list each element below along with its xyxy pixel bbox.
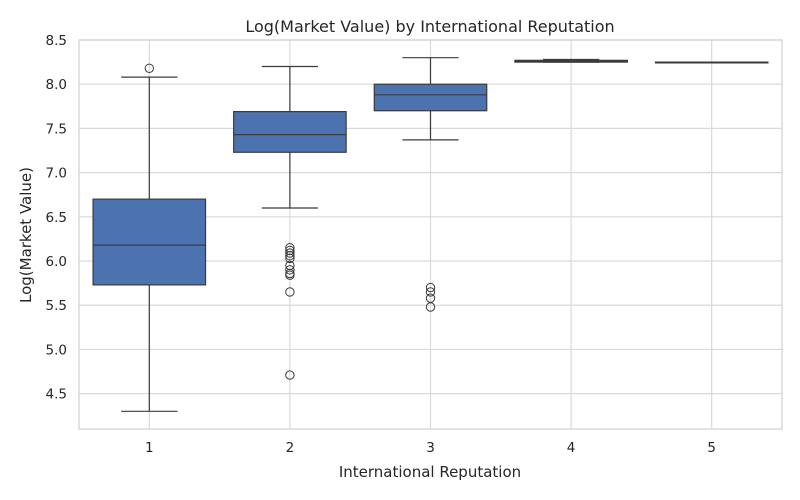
y-tick-label: 8.0 bbox=[46, 77, 67, 93]
y-tick-label: 8.5 bbox=[46, 33, 67, 49]
outlier-point bbox=[285, 248, 295, 258]
chart-title: Log(Market Value) by International Reput… bbox=[245, 17, 614, 36]
box-series bbox=[92, 57, 769, 412]
outlier-point bbox=[285, 270, 295, 280]
x-tick-label: 5 bbox=[707, 440, 716, 456]
outlier-point bbox=[425, 302, 436, 312]
outlier-point bbox=[285, 287, 295, 297]
x-axis-label: International Reputation bbox=[339, 463, 521, 481]
outlier-point bbox=[144, 63, 155, 73]
outlier-point bbox=[285, 265, 295, 275]
outlier-point bbox=[425, 287, 436, 297]
x-tick-label: 1 bbox=[145, 440, 154, 456]
y-axis-ticks: 4.5 5.0 5.5 6.0 6.5 7.0 7.5 8.0 8.5 bbox=[46, 33, 67, 403]
outlier-point bbox=[425, 282, 436, 293]
y-axis-label: Log(Market Value) bbox=[17, 167, 35, 303]
x-tick-label: 4 bbox=[567, 440, 576, 456]
y-tick-label: 6.0 bbox=[46, 254, 67, 270]
box-iqr bbox=[92, 198, 207, 286]
x-tick-label: 2 bbox=[286, 440, 295, 456]
box-group-3 bbox=[373, 57, 488, 312]
outlier-point bbox=[285, 251, 295, 261]
plot-frame bbox=[78, 39, 783, 430]
y-tick-label: 7.5 bbox=[46, 121, 67, 137]
box-iqr bbox=[373, 83, 488, 112]
y-tick-label: 6.5 bbox=[46, 210, 67, 226]
outlier-point bbox=[285, 253, 295, 264]
box-group-5 bbox=[654, 61, 769, 64]
box-group-4 bbox=[514, 58, 628, 63]
y-tick-label: 4.5 bbox=[46, 387, 67, 403]
y-tick-label: 7.0 bbox=[46, 166, 67, 182]
y-tick-label: 5.5 bbox=[46, 298, 67, 314]
outlier-point bbox=[285, 370, 295, 380]
y-tick-label: 5.0 bbox=[46, 342, 67, 358]
box-iqr bbox=[233, 111, 347, 153]
box-group-1 bbox=[92, 63, 207, 412]
box-group-2 bbox=[233, 65, 347, 380]
x-axis-ticks: 1 2 3 4 5 bbox=[145, 440, 716, 456]
x-tick-label: 3 bbox=[426, 440, 435, 456]
